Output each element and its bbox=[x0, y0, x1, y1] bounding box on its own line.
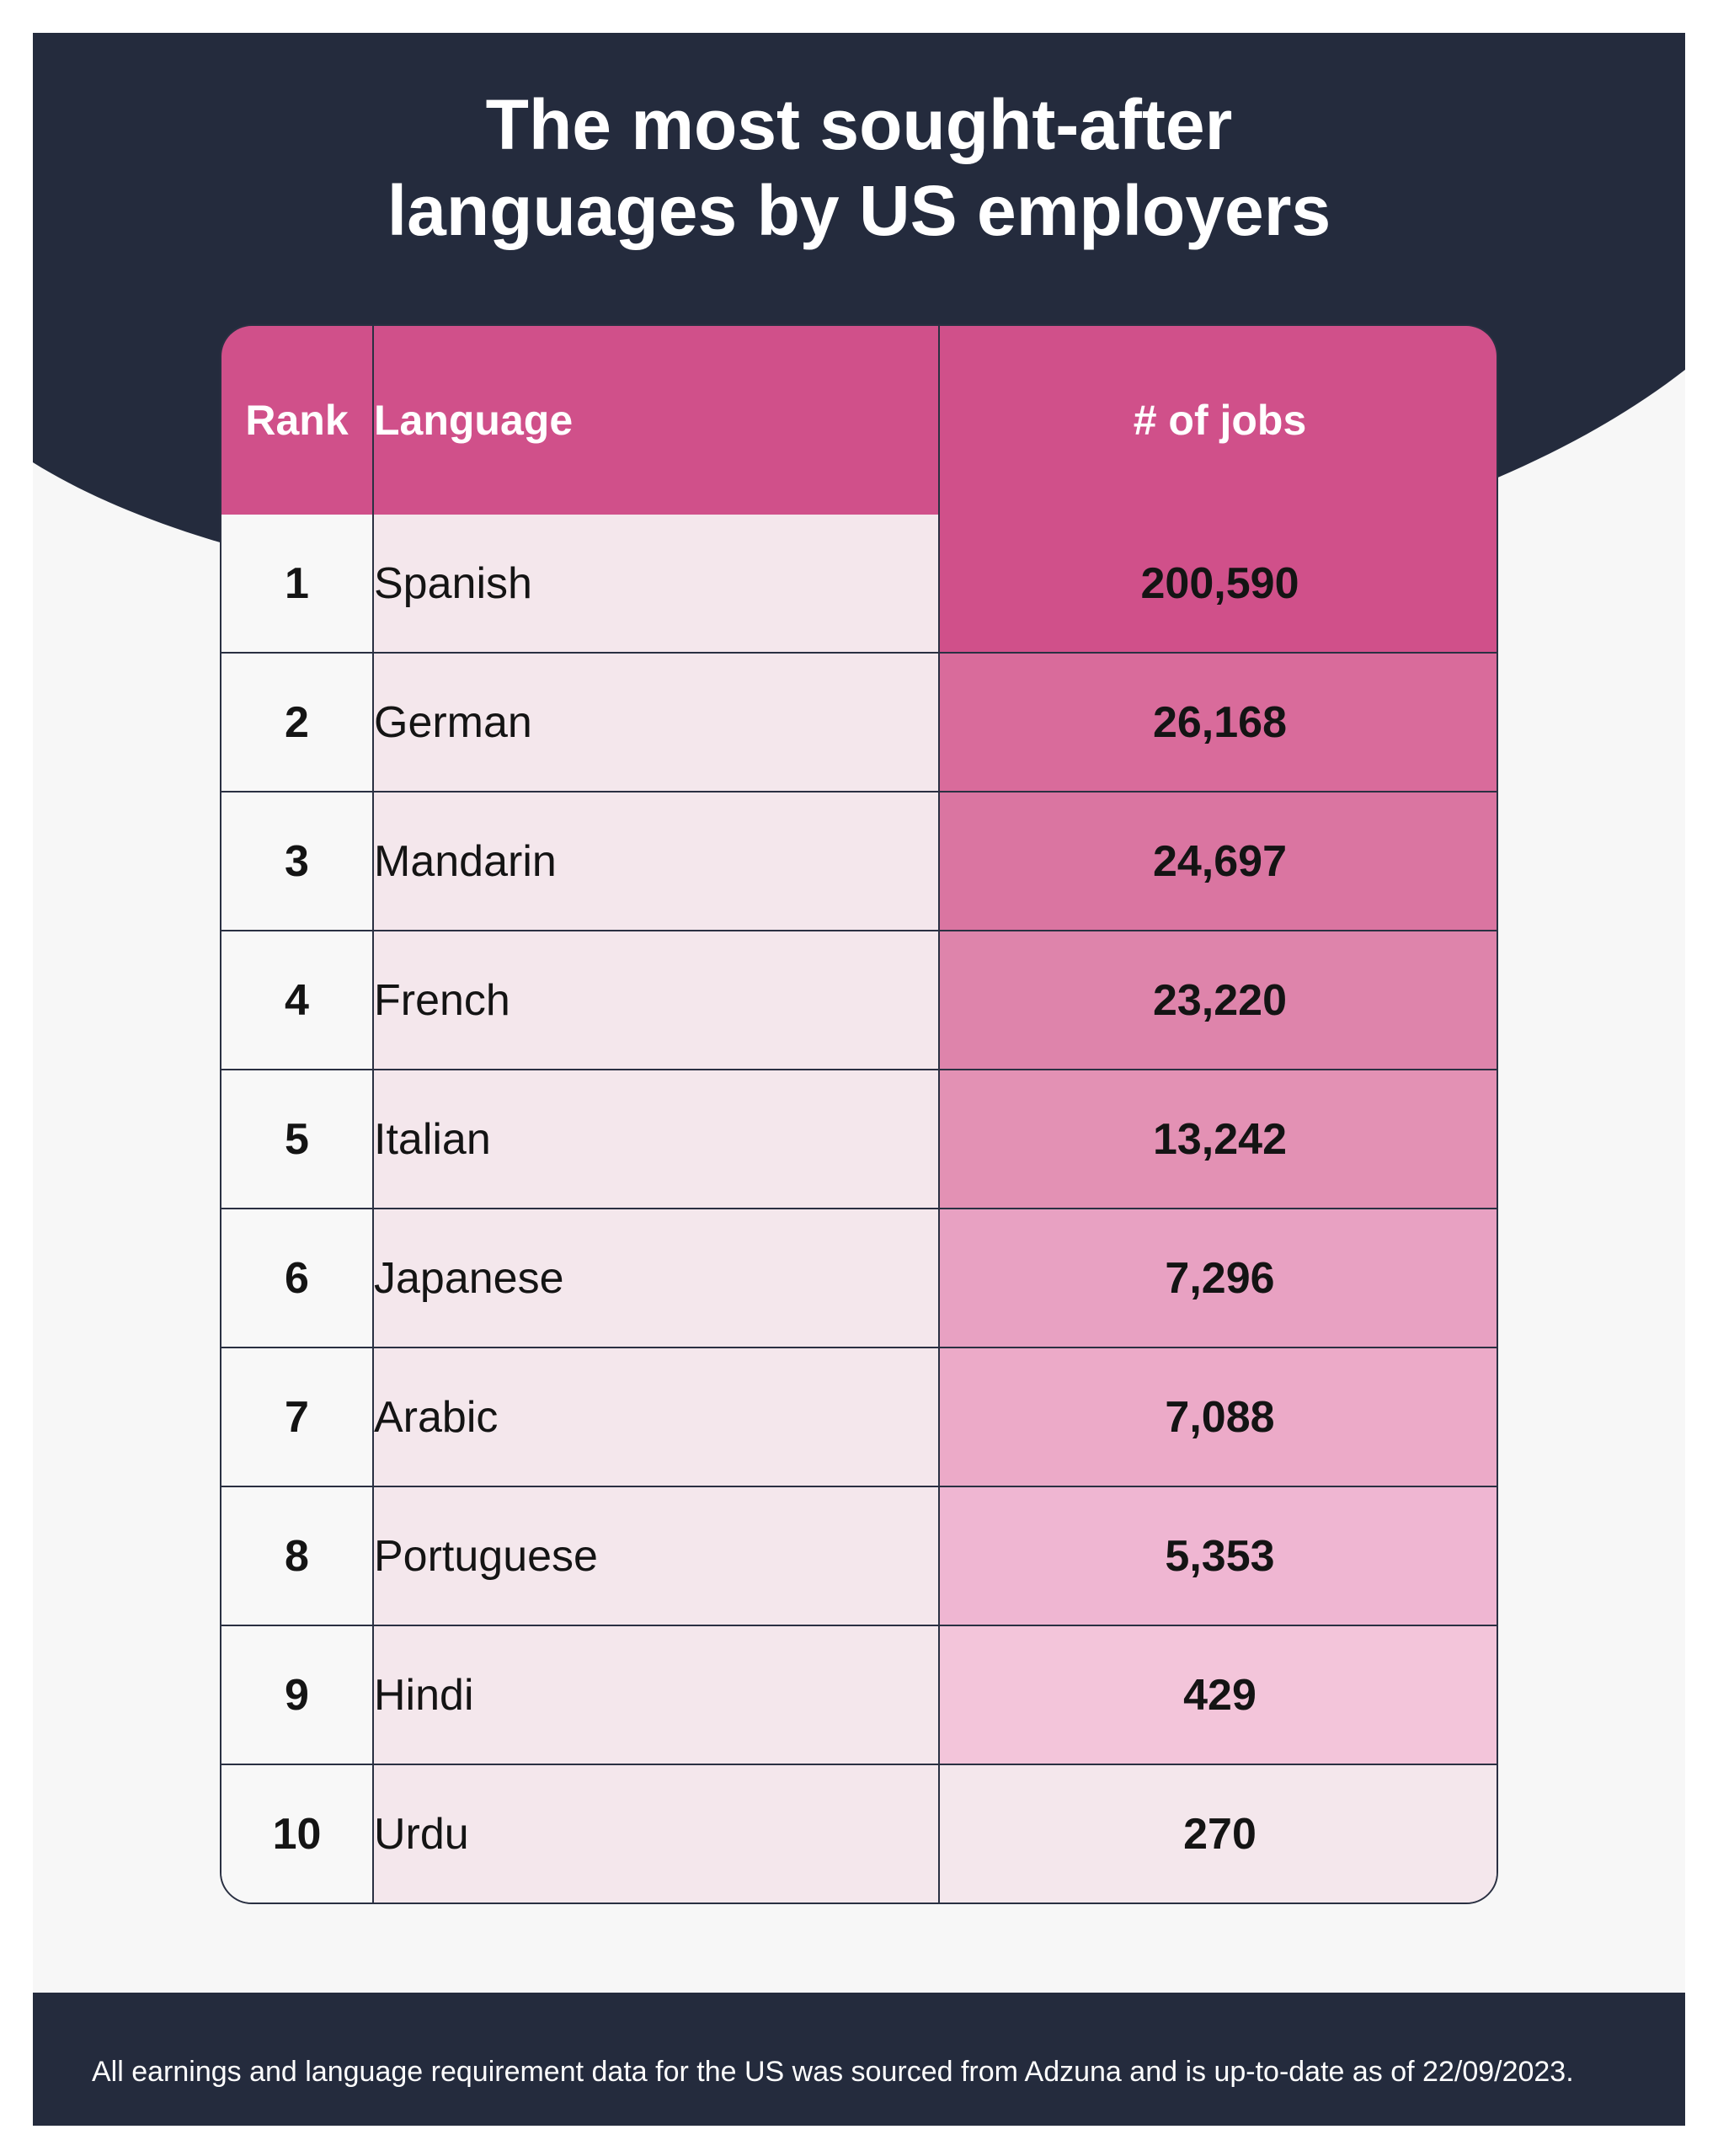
infographic-card: The most sought-after languages by US em… bbox=[33, 33, 1685, 2126]
table-row: 5 Italian 13,242 bbox=[221, 1069, 1497, 1209]
jobs-count-cell: 13,242 bbox=[938, 1069, 1497, 1209]
jobs-count-cell: 429 bbox=[938, 1625, 1497, 1765]
table-row: 9 Hindi 429 bbox=[221, 1625, 1497, 1765]
jobs-count-cell: 26,168 bbox=[938, 652, 1497, 792]
language-cell: Italian bbox=[372, 1069, 940, 1209]
language-cell: German bbox=[372, 652, 940, 792]
jobs-column-header: # of jobs bbox=[938, 326, 1497, 515]
language-cell: French bbox=[372, 930, 940, 1070]
rank-cell: 2 bbox=[221, 652, 374, 792]
jobs-count-cell: 24,697 bbox=[938, 791, 1497, 931]
table-row: 7 Arabic 7,088 bbox=[221, 1347, 1497, 1487]
language-cell: Mandarin bbox=[372, 791, 940, 931]
language-cell: Spanish bbox=[372, 515, 940, 654]
rank-column-header: Rank bbox=[221, 326, 374, 515]
table-row: 3 Mandarin 24,697 bbox=[221, 791, 1497, 931]
rank-cell: 7 bbox=[221, 1347, 374, 1487]
languages-table-container: Rank Language # of jobs 1 Spanish 200,590 2… bbox=[220, 324, 1498, 1904]
table-row: 1 Spanish 200,590 bbox=[221, 515, 1497, 654]
language-cell: Arabic bbox=[372, 1347, 940, 1487]
rank-cell: 9 bbox=[221, 1625, 374, 1765]
language-cell: Hindi bbox=[372, 1625, 940, 1765]
rank-cell: 5 bbox=[221, 1069, 374, 1209]
jobs-count-cell: 200,590 bbox=[938, 515, 1497, 654]
rank-cell: 4 bbox=[221, 930, 374, 1070]
jobs-count-cell: 23,220 bbox=[938, 930, 1497, 1070]
jobs-count-cell: 7,088 bbox=[938, 1347, 1497, 1487]
table-header-row: Rank Language # of jobs bbox=[221, 326, 1497, 515]
source-note: All earnings and language requirement da… bbox=[92, 2056, 1574, 2088]
language-column-header: Language bbox=[372, 326, 940, 515]
table-body: 1 Spanish 200,590 2 German 26,168 3 Mandarin 24,… bbox=[221, 515, 1497, 1903]
rank-cell: 8 bbox=[221, 1486, 374, 1626]
table-row: 2 German 26,168 bbox=[221, 652, 1497, 792]
rank-cell: 3 bbox=[221, 791, 374, 931]
language-cell: Urdu bbox=[372, 1764, 940, 1903]
jobs-count-cell: 5,353 bbox=[938, 1486, 1497, 1626]
chart-title: The most sought-after languages by US em… bbox=[387, 85, 1331, 250]
language-cell: Japanese bbox=[372, 1208, 940, 1348]
jobs-count-cell: 7,296 bbox=[938, 1208, 1497, 1348]
table-row: 4 French 23,220 bbox=[221, 930, 1497, 1070]
jobs-count-cell: 270 bbox=[938, 1764, 1497, 1903]
rank-cell: 6 bbox=[221, 1208, 374, 1348]
languages-table: Rank Language # of jobs 1 Spanish 200,590 2… bbox=[221, 326, 1497, 1903]
language-cell: Portuguese bbox=[372, 1486, 940, 1626]
footer-bar: All earnings and language requirement da… bbox=[33, 1993, 1685, 2126]
table-row: 6 Japanese 7,296 bbox=[221, 1208, 1497, 1348]
table-row: 8 Portuguese 5,353 bbox=[221, 1486, 1497, 1626]
rank-cell: 10 bbox=[221, 1764, 374, 1903]
table-row: 10 Urdu 270 bbox=[221, 1764, 1497, 1903]
rank-cell: 1 bbox=[221, 515, 374, 654]
